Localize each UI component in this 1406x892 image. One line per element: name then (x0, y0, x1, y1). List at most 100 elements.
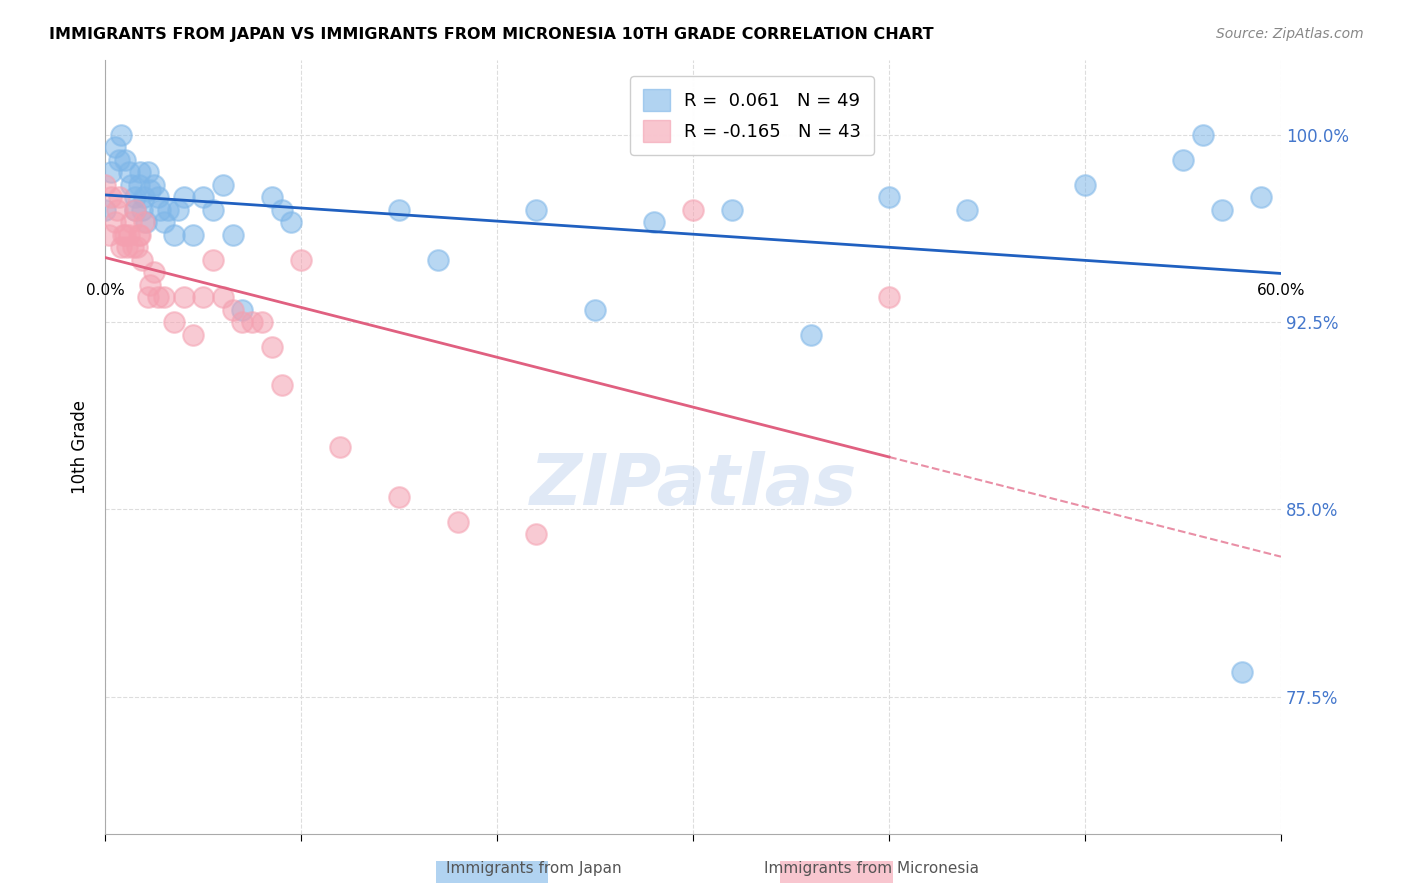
Point (270, 202, 292, 217)
Point (98, 227, 121, 242)
Point (1250, 190, 1272, 204)
Point (149, 202, 172, 217)
Point (128, 227, 150, 242)
Point (221, 227, 243, 242)
Point (183, 227, 205, 242)
Point (201, 202, 224, 217)
Point (231, 315, 253, 329)
Point (173, 190, 195, 204)
Point (183, 327, 205, 342)
Point (388, 490, 411, 504)
Point (290, 252, 312, 267)
Point (1191, 128, 1213, 142)
Point (104, 140, 127, 154)
Point (193, 290, 215, 304)
Point (1211, 202, 1233, 217)
Point (643, 215, 665, 229)
Point (524, 527, 547, 541)
Point (136, 165, 159, 179)
Point (260, 340, 283, 354)
Point (104, 215, 127, 229)
Point (211, 290, 233, 304)
Point (1230, 665, 1253, 679)
Point (721, 202, 744, 217)
Point (956, 202, 979, 217)
Point (427, 252, 450, 267)
Point (139, 277, 162, 292)
Point (118, 165, 141, 179)
Text: Source: ZipAtlas.com: Source: ZipAtlas.com (1216, 27, 1364, 41)
Point (240, 315, 263, 329)
Point (682, 202, 704, 217)
Point (143, 265, 166, 279)
Point (124, 202, 146, 217)
Point (135, 215, 157, 229)
Point (211, 178, 233, 192)
Point (146, 290, 169, 304)
Point (120, 178, 142, 192)
Point (1074, 178, 1097, 192)
Point (115, 240, 138, 254)
Point (250, 315, 273, 329)
Point (129, 227, 152, 242)
Point (146, 190, 169, 204)
Point (121, 240, 143, 254)
Point (583, 302, 606, 317)
Point (163, 227, 186, 242)
Point (201, 252, 224, 267)
Legend: R =  0.061   N = 49, R = -0.165   N = 43: R = 0.061 N = 49, R = -0.165 N = 43 (630, 77, 873, 154)
Point (114, 153, 136, 167)
Point (156, 202, 179, 217)
Point (110, 128, 132, 142)
Point (143, 178, 166, 192)
Point (173, 290, 195, 304)
Text: ZIPatlas: ZIPatlas (530, 451, 856, 520)
Point (800, 327, 823, 342)
Point (131, 252, 153, 267)
Text: Immigrants from Micronesia: Immigrants from Micronesia (765, 861, 979, 876)
Point (131, 202, 153, 217)
Point (108, 153, 131, 167)
Point (111, 227, 134, 242)
Point (100, 165, 122, 179)
Point (193, 190, 215, 204)
Point (136, 290, 159, 304)
Point (153, 215, 176, 229)
Point (153, 290, 176, 304)
Point (120, 215, 142, 229)
Point (329, 440, 352, 454)
Point (108, 190, 131, 204)
Point (124, 190, 146, 204)
Point (94, 202, 117, 217)
Point (129, 165, 152, 179)
Point (118, 227, 141, 242)
Point (125, 240, 148, 254)
Point (388, 202, 411, 217)
Y-axis label: 10th Grade: 10th Grade (72, 400, 89, 494)
Text: 0.0%: 0.0% (86, 283, 125, 298)
Point (280, 215, 302, 229)
Point (139, 183, 162, 197)
Point (163, 315, 186, 329)
Text: 60.0%: 60.0% (1257, 283, 1305, 298)
Point (105, 202, 128, 217)
Text: IMMIGRANTS FROM JAPAN VS IMMIGRANTS FROM MICRONESIA 10TH GRADE CORRELATION CHART: IMMIGRANTS FROM JAPAN VS IMMIGRANTS FROM… (49, 27, 934, 42)
Point (124, 202, 146, 217)
Point (260, 190, 283, 204)
Point (231, 302, 253, 317)
Text: Immigrants from Japan: Immigrants from Japan (447, 861, 621, 876)
Point (270, 377, 292, 392)
Point (221, 302, 243, 317)
Point (877, 290, 900, 304)
Point (128, 178, 150, 192)
Point (134, 190, 156, 204)
Point (166, 202, 188, 217)
Point (100, 190, 122, 204)
Point (94, 178, 117, 192)
Point (110, 240, 132, 254)
Point (114, 227, 136, 242)
Point (524, 202, 547, 217)
Point (447, 515, 470, 529)
Point (134, 215, 156, 229)
Point (1171, 153, 1194, 167)
